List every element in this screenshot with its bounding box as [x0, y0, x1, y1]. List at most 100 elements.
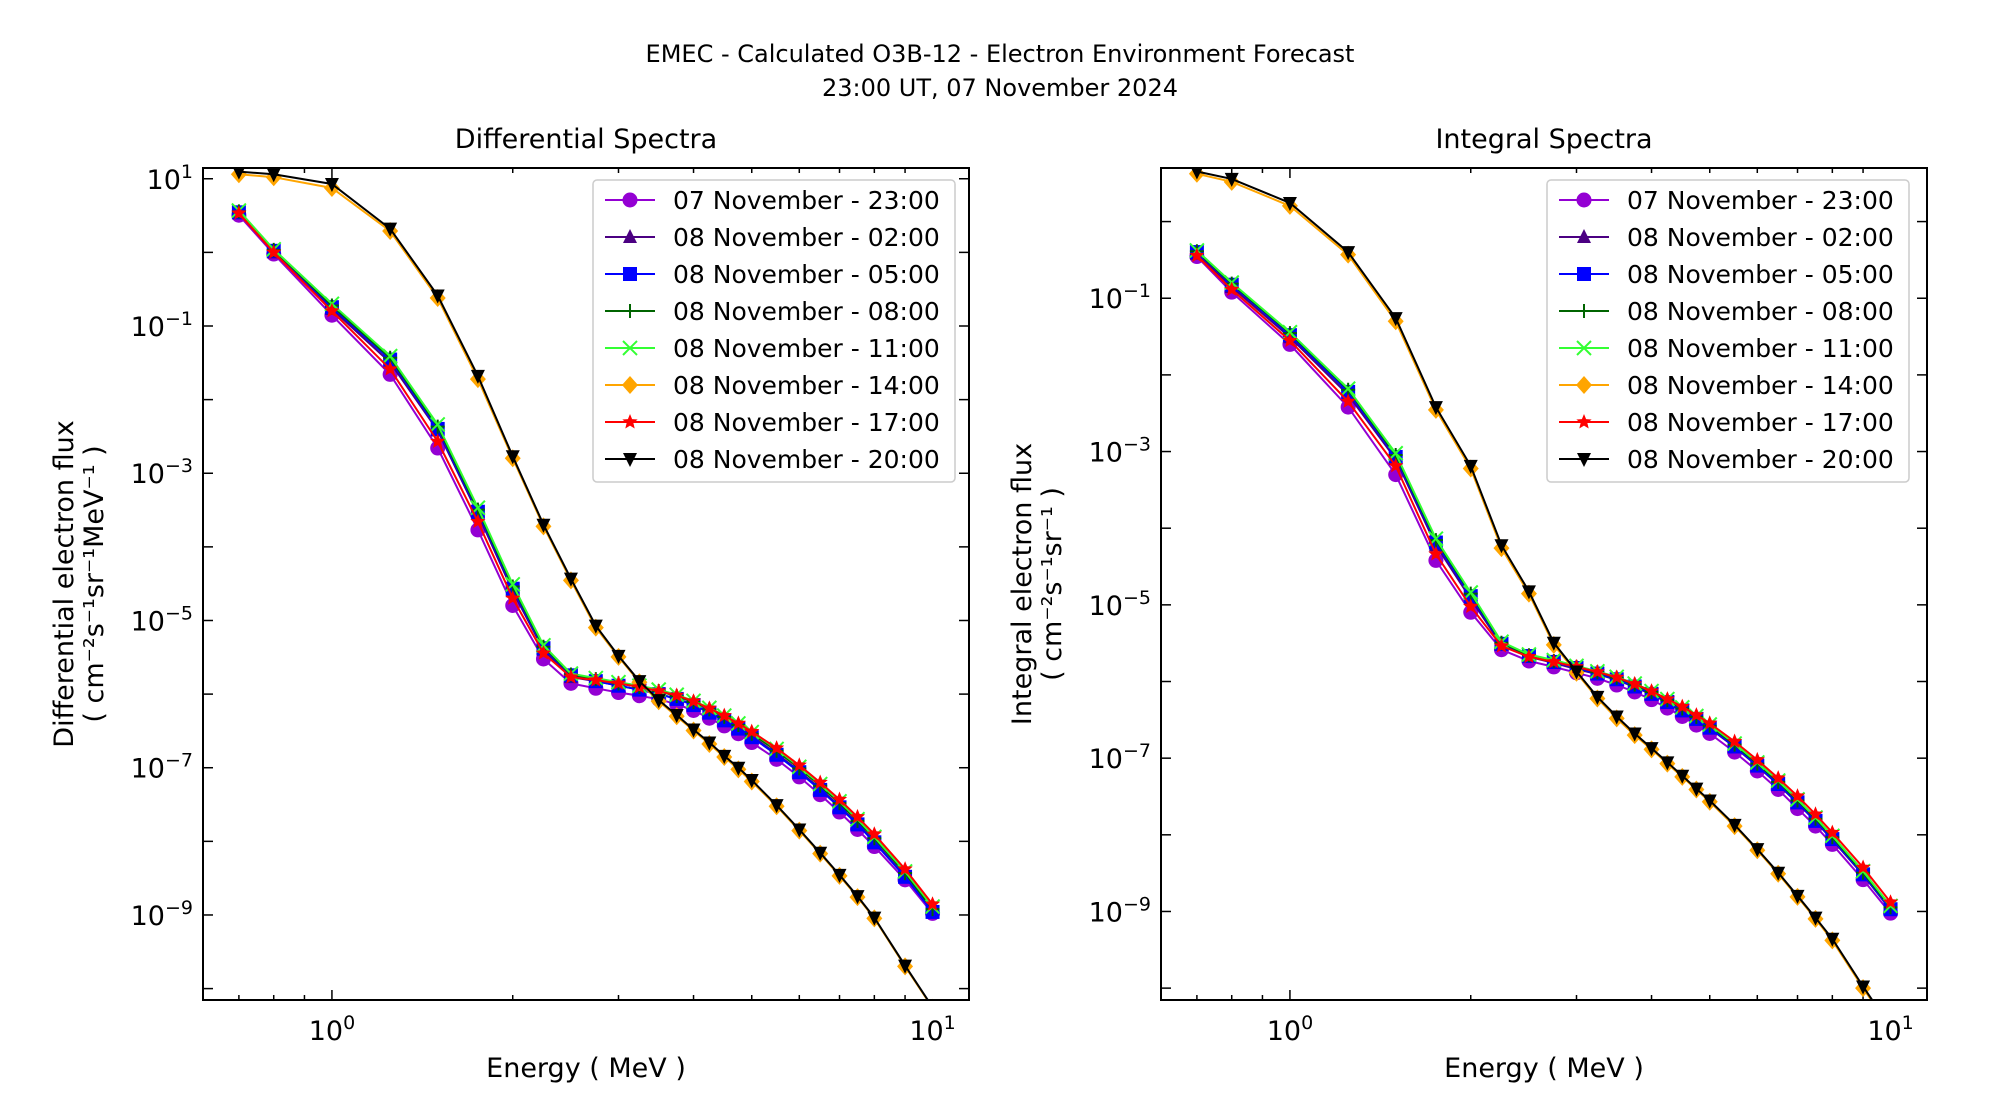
- data-point: [1388, 457, 1404, 473]
- x-tick-label: 101: [909, 1012, 955, 1047]
- data-point: [716, 707, 732, 723]
- data-point: [505, 590, 521, 605]
- y-axis-label-units: ( cm⁻²s⁻¹sr⁻¹MeV⁻¹ ): [79, 445, 110, 722]
- data-point: [1855, 859, 1871, 874]
- data-point: [926, 1001, 940, 1015]
- legend: 07 November - 23:00 08 November - 02:00 08…: [1546, 179, 1910, 483]
- legend-label: 08 November - 11:00: [673, 334, 940, 363]
- data-point: [1463, 598, 1479, 613]
- legend-marker: [1576, 340, 1592, 356]
- x-axis-label: Energy ( MeV ): [1444, 1053, 1644, 1084]
- data-point: [1191, 168, 1203, 180]
- data-point: [1590, 690, 1605, 705]
- data-point: [233, 168, 245, 180]
- y-tick-label: 10−9: [1089, 893, 1151, 928]
- legend-label: 08 November - 14:00: [1627, 371, 1894, 400]
- data-point: [1627, 675, 1643, 691]
- data-point: [651, 683, 667, 698]
- data-point: [1521, 648, 1537, 664]
- legend-marker: [1577, 267, 1591, 281]
- data-point: [1569, 665, 1584, 680]
- y-tick-label: 10−5: [1089, 587, 1151, 622]
- data-point: [1789, 788, 1806, 803]
- legend-marker: [622, 340, 638, 356]
- data-point: [1340, 393, 1356, 408]
- data-point: [1428, 401, 1443, 416]
- legend-label: 07 November - 23:00: [673, 186, 940, 215]
- data-point: [1609, 669, 1625, 684]
- data-point: [1388, 312, 1403, 327]
- y-tick-label: 10−7: [131, 750, 193, 785]
- legend-marker: [1577, 304, 1591, 318]
- legend-marker: [1576, 192, 1592, 208]
- legend-label: 08 November - 20:00: [1627, 445, 1894, 474]
- legend-label: 08 November - 08:00: [673, 297, 940, 326]
- data-point: [430, 433, 446, 448]
- y-tick-label: 10−9: [131, 897, 193, 932]
- data-point: [1824, 824, 1840, 839]
- plot-frame: [1160, 167, 1928, 1001]
- data-point: [730, 715, 746, 730]
- data-point: [1771, 866, 1786, 881]
- data-point: [1494, 539, 1509, 554]
- data-point: [1702, 794, 1717, 809]
- data-point: [1282, 332, 1298, 348]
- chart-panel-1: Differential Spectra 100 101 101 10−1 10−3 10−…: [49, 124, 970, 1084]
- y-tick-label: 10−3: [131, 455, 193, 490]
- data-point: [1689, 782, 1704, 797]
- data-point: [1546, 653, 1562, 669]
- data-point: [1282, 196, 1297, 211]
- data-point: [850, 890, 865, 905]
- data-point: [1688, 707, 1704, 722]
- data-point: [588, 672, 604, 687]
- data-point: [1807, 806, 1824, 821]
- legend-label: 08 November - 17:00: [1627, 408, 1894, 437]
- legend-label: 08 November - 11:00: [1627, 334, 1894, 363]
- y-axis-label: Differential electron flux: [49, 420, 80, 747]
- data-point: [669, 687, 685, 702]
- data-point: [610, 675, 627, 690]
- legend-marker: [622, 376, 638, 394]
- y-tick-label: 10−1: [131, 308, 193, 343]
- legend-label: 08 November - 14:00: [673, 371, 940, 400]
- panel-title: Differential Spectra: [455, 124, 717, 155]
- data-point: [1825, 932, 1840, 947]
- data-point: [563, 669, 579, 684]
- data-point: [536, 518, 551, 533]
- data-point: [1750, 843, 1765, 858]
- data-point: [924, 896, 941, 911]
- data-point: [1341, 246, 1356, 261]
- data-point: [1702, 715, 1718, 730]
- legend-label: 08 November - 17:00: [673, 408, 940, 437]
- data-point: [1749, 751, 1765, 767]
- data-point: [1727, 733, 1743, 748]
- legend-marker: [622, 414, 638, 429]
- data-point: [812, 774, 828, 789]
- legend-label: 07 November - 23:00: [1627, 186, 1894, 215]
- data-point: [831, 791, 848, 806]
- data-point: [731, 761, 746, 776]
- data-point: [717, 749, 732, 764]
- data-point: [769, 740, 785, 755]
- x-tick-label: 100: [309, 1012, 355, 1047]
- data-point: [1428, 546, 1444, 561]
- data-point: [324, 177, 339, 192]
- data-point: [266, 244, 282, 259]
- data-point: [702, 736, 717, 751]
- y-tick-label: 101: [147, 161, 193, 196]
- data-point: [429, 416, 446, 433]
- y-axis-label-units: ( cm⁻²s⁻¹sr⁻¹ ): [1037, 487, 1068, 681]
- legend-box: [1546, 179, 1910, 483]
- y-tick-label: 10−3: [1089, 434, 1151, 469]
- y-tick-label: 10−7: [1089, 740, 1151, 775]
- series-group: [230, 168, 941, 1015]
- legend-label: 08 November - 20:00: [673, 445, 940, 474]
- data-point: [1856, 980, 1871, 995]
- data-point: [1627, 727, 1642, 742]
- data-point: [686, 723, 701, 738]
- data-point: [669, 709, 684, 724]
- legend-marker: [623, 453, 637, 467]
- data-point: [588, 619, 603, 634]
- x-tick-label: 100: [1267, 1012, 1313, 1047]
